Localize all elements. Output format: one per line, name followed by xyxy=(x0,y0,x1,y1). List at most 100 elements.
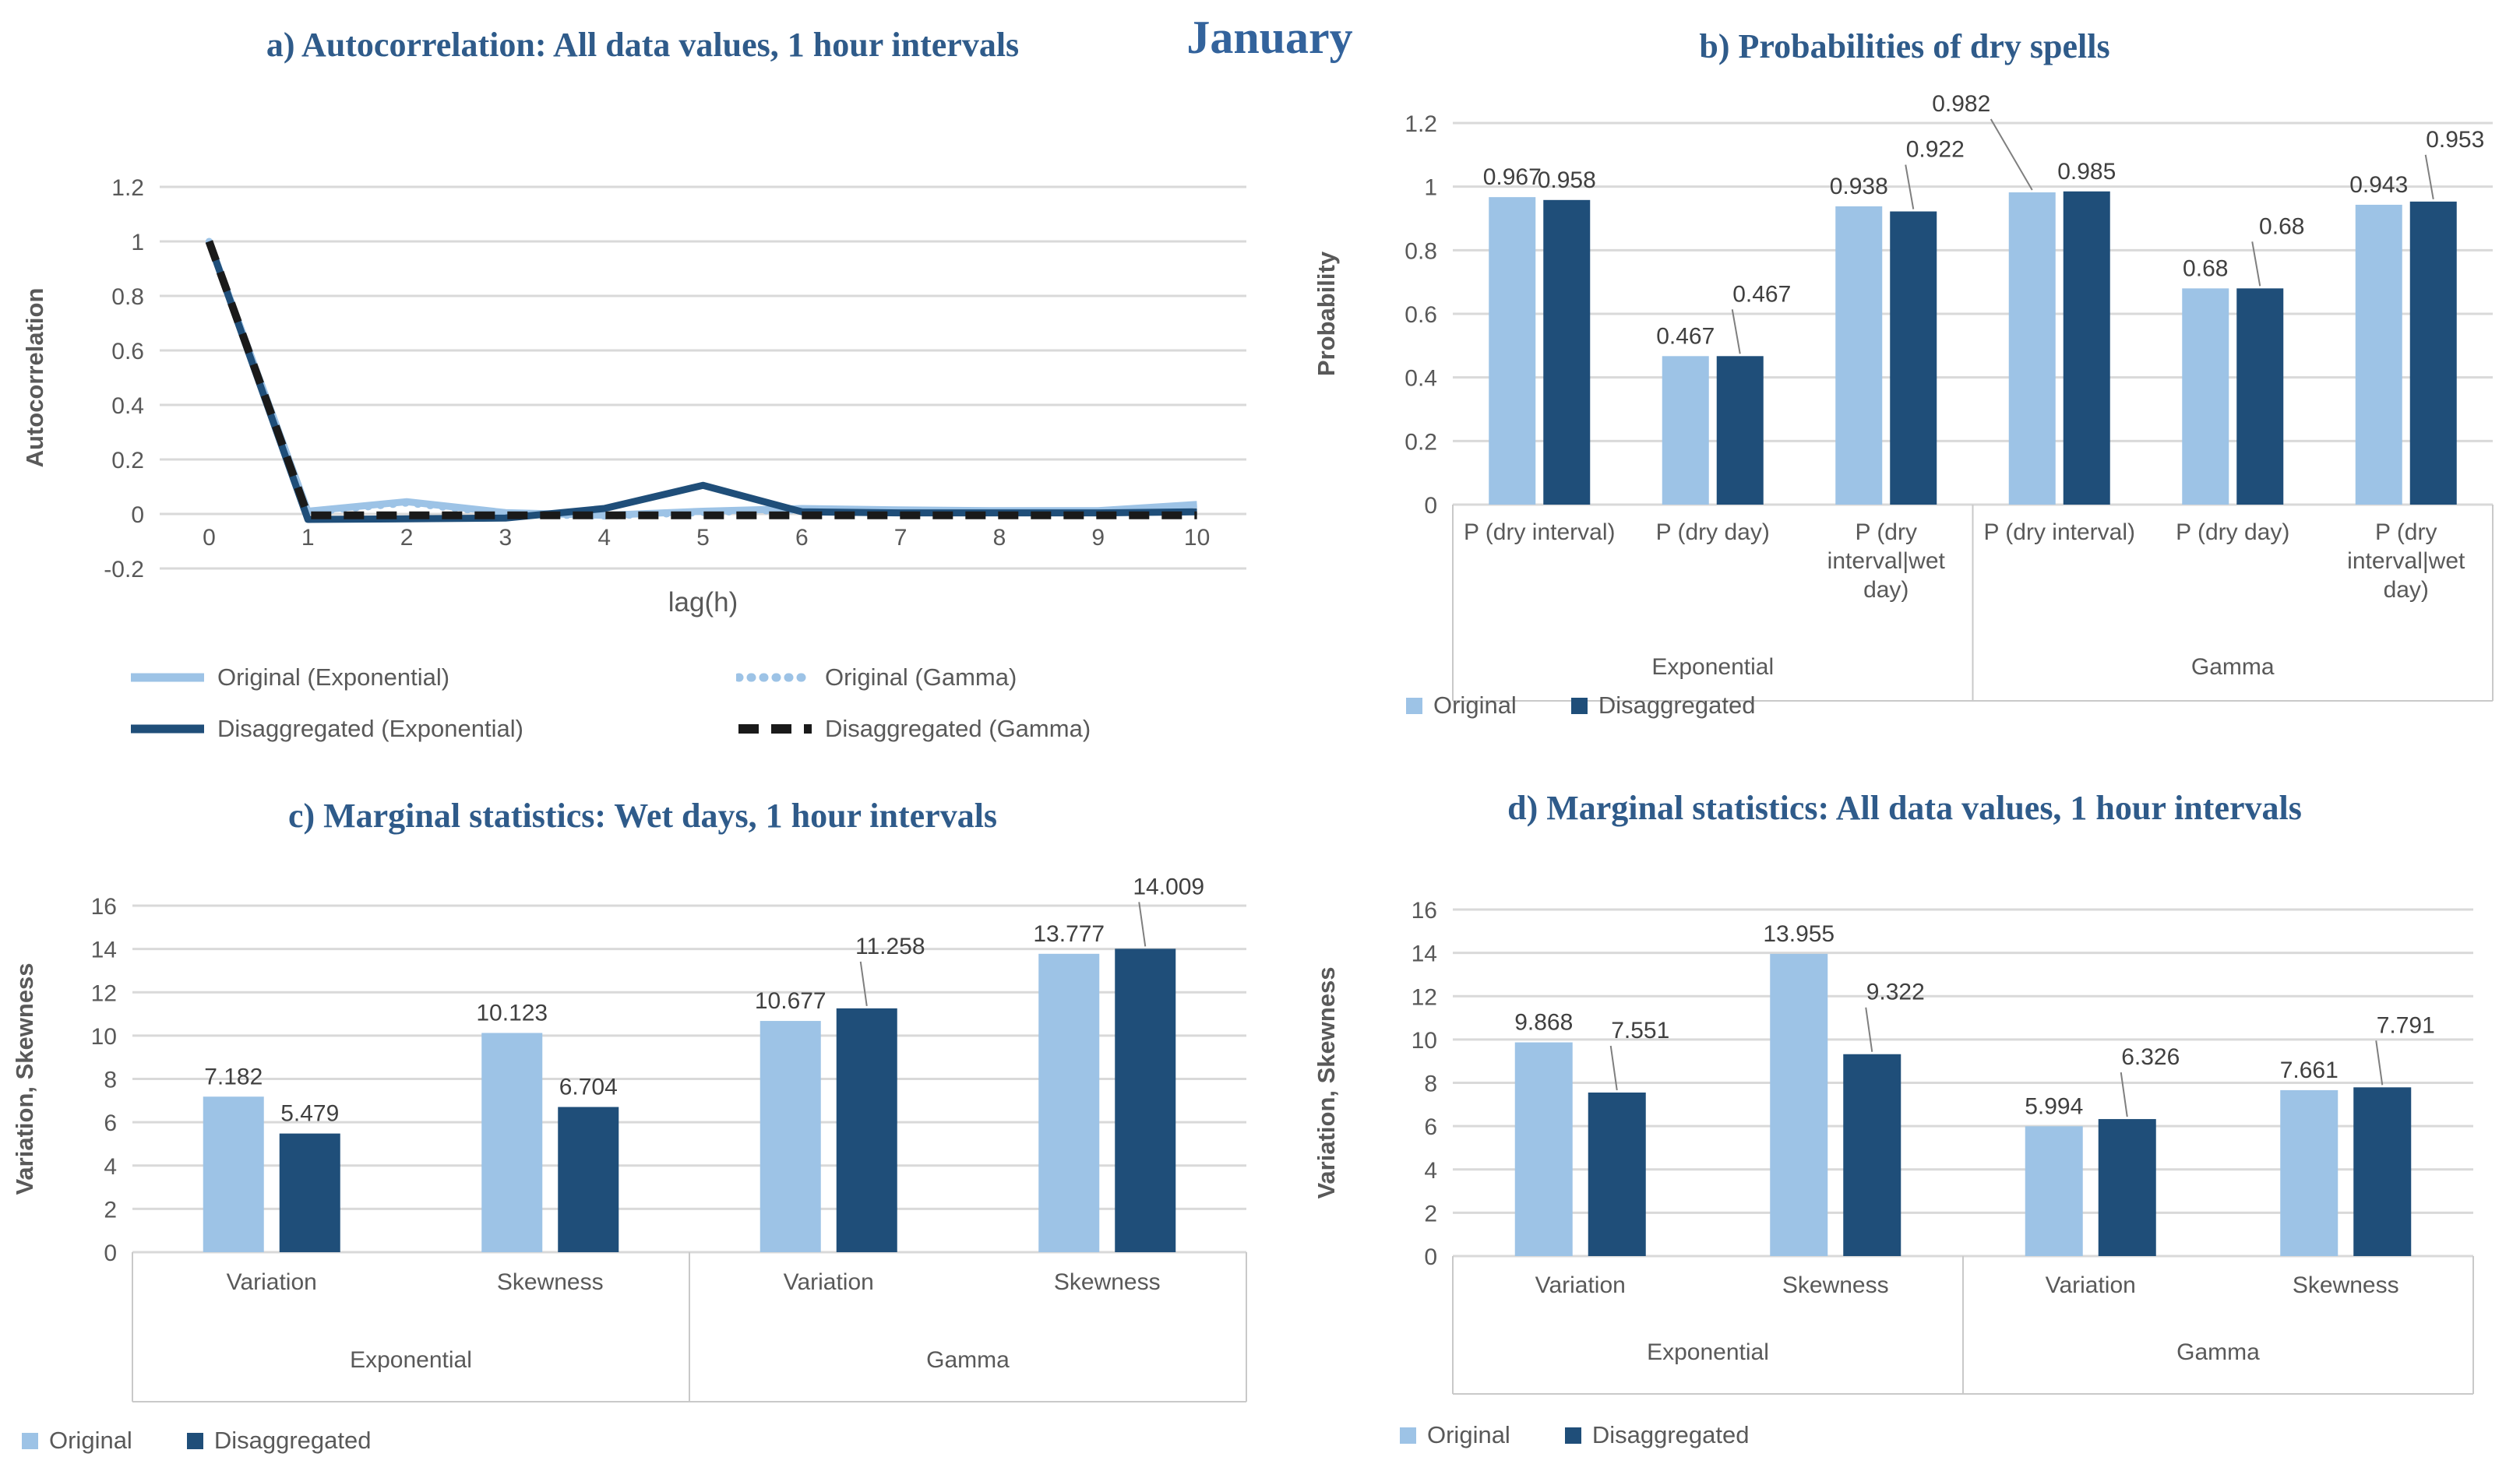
svg-text:1.2: 1.2 xyxy=(1405,111,1437,137)
legend-item-original: Original xyxy=(22,1427,132,1455)
svg-text:5.479: 5.479 xyxy=(280,1101,339,1127)
svg-text:Exponential: Exponential xyxy=(1651,654,1774,680)
legend-label: Original xyxy=(1427,1421,1510,1448)
svg-text:2: 2 xyxy=(104,1197,117,1223)
legend-label: Original xyxy=(49,1427,132,1454)
svg-text:0.467: 0.467 xyxy=(1732,281,1791,307)
svg-text:10: 10 xyxy=(1184,525,1210,551)
svg-text:1: 1 xyxy=(131,230,144,255)
panel-autocorrelation: a) Autocorrelation: All data values, 1 h… xyxy=(0,0,1285,779)
svg-text:7.661: 7.661 xyxy=(2280,1058,2338,1083)
legend-item-disaggregated: Disaggregated xyxy=(1564,1421,1749,1449)
svg-text:10: 10 xyxy=(91,1024,117,1050)
svg-text:7.791: 7.791 xyxy=(2377,1012,2435,1038)
svg-text:0.2: 0.2 xyxy=(1405,429,1437,455)
svg-text:Variation: Variation xyxy=(227,1269,317,1295)
svg-text:9.322: 9.322 xyxy=(1866,980,1925,1005)
svg-text:Variation: Variation xyxy=(2046,1272,2136,1298)
svg-text:0.467: 0.467 xyxy=(1656,323,1715,349)
svg-text:0.68: 0.68 xyxy=(2183,255,2228,281)
svg-text:2: 2 xyxy=(1424,1201,1437,1226)
svg-text:0: 0 xyxy=(104,1241,117,1266)
chart-a-legend: Original (Exponential) Original (Gamma) … xyxy=(129,663,1281,743)
svg-text:4: 4 xyxy=(1424,1158,1437,1184)
svg-text:7: 7 xyxy=(894,525,908,551)
svg-text:0.2: 0.2 xyxy=(111,448,144,473)
svg-text:Gamma: Gamma xyxy=(2176,1339,2260,1365)
legend-item-disaggregated: Disaggregated xyxy=(1570,692,1755,720)
svg-text:6.704: 6.704 xyxy=(559,1075,618,1100)
svg-text:10.123: 10.123 xyxy=(476,1000,548,1026)
chart-b-title: b) Probabilities of dry spells xyxy=(1699,27,2110,65)
svg-text:Skewness: Skewness xyxy=(1782,1272,1889,1298)
svg-text:5: 5 xyxy=(696,525,710,551)
legend-label: Original (Exponential) xyxy=(217,663,450,691)
svg-text:6: 6 xyxy=(795,525,809,551)
svg-text:0.938: 0.938 xyxy=(1830,174,1888,199)
disaggregated-swatch-icon xyxy=(186,1432,203,1449)
svg-text:Variation: Variation xyxy=(784,1269,874,1295)
legend-label: Original xyxy=(1433,692,1517,719)
panel-marginal-all-data: d) Marginal statistics: All data values,… xyxy=(1289,779,2520,1464)
chart-c-legend: Original Disaggregated xyxy=(22,1427,371,1455)
svg-text:6: 6 xyxy=(1424,1114,1437,1140)
svg-text:10.677: 10.677 xyxy=(755,988,826,1014)
svg-text:0.6: 0.6 xyxy=(1405,302,1437,328)
svg-text:P (dry interval): P (dry interval) xyxy=(1983,519,2135,545)
svg-text:2: 2 xyxy=(400,525,414,551)
svg-text:day): day) xyxy=(1863,577,1909,603)
original-swatch-icon xyxy=(1406,697,1422,714)
svg-text:lag(h): lag(h) xyxy=(668,587,738,618)
svg-text:0.922: 0.922 xyxy=(1906,137,1965,163)
legend-item-disaggregated: Disaggregated xyxy=(186,1427,371,1455)
svg-text:0.4: 0.4 xyxy=(111,393,144,419)
svg-text:0.68: 0.68 xyxy=(2259,213,2304,239)
legend-label: Disaggregated (Gamma) xyxy=(825,715,1091,742)
legend-item-disaggregated-exponential: Disaggregated (Exponential) xyxy=(129,715,736,743)
svg-text:Variation, Skewness: Variation, Skewness xyxy=(11,963,38,1195)
svg-text:Skewness: Skewness xyxy=(1054,1269,1161,1295)
svg-text:0.982: 0.982 xyxy=(1932,92,1990,117)
svg-text:0.985: 0.985 xyxy=(2057,159,2116,185)
svg-text:0.953: 0.953 xyxy=(2426,127,2484,153)
svg-text:12: 12 xyxy=(1412,984,1437,1010)
svg-text:0: 0 xyxy=(203,525,216,551)
svg-text:11.258: 11.258 xyxy=(855,934,925,959)
svg-text:6.326: 6.326 xyxy=(2121,1044,2180,1070)
chart-a-title: a) Autocorrelation: All data values, 1 h… xyxy=(266,26,1020,64)
svg-text:Variation, Skewness: Variation, Skewness xyxy=(1313,966,1340,1198)
legend-label: Original (Gamma) xyxy=(825,663,1017,691)
legend-item-original-gamma: Original (Gamma) xyxy=(736,663,1281,692)
svg-text:interval|wet: interval|wet xyxy=(1827,548,1946,574)
svg-text:1: 1 xyxy=(1424,175,1437,201)
svg-text:9: 9 xyxy=(1091,525,1105,551)
svg-text:0.967: 0.967 xyxy=(1483,164,1542,190)
svg-text:0: 0 xyxy=(1424,1244,1437,1270)
svg-text:P (dry interval): P (dry interval) xyxy=(1464,519,1616,545)
original-swatch-icon xyxy=(1400,1427,1416,1444)
svg-text:Gamma: Gamma xyxy=(2191,654,2275,680)
svg-text:1: 1 xyxy=(301,525,315,551)
svg-text:Autocorrelation: Autocorrelation xyxy=(21,288,48,468)
svg-text:interval|wet: interval|wet xyxy=(2347,548,2465,574)
svg-text:day): day) xyxy=(2384,577,2429,603)
svg-text:8: 8 xyxy=(104,1068,117,1093)
svg-text:16: 16 xyxy=(1412,898,1437,924)
legend-item-original-exponential: Original (Exponential) xyxy=(129,663,736,692)
legend-label: Disaggregated (Exponential) xyxy=(217,715,523,742)
svg-text:16: 16 xyxy=(91,894,117,920)
svg-text:8: 8 xyxy=(1424,1072,1437,1097)
svg-text:Exponential: Exponential xyxy=(350,1347,472,1373)
svg-text:5.994: 5.994 xyxy=(2025,1093,2083,1119)
disaggregated-swatch-icon xyxy=(1564,1427,1581,1444)
legend-item-original: Original xyxy=(1400,1421,1510,1449)
panel-marginal-wet-days: c) Marginal statistics: Wet days, 1 hour… xyxy=(0,779,1285,1464)
chart-c-title: c) Marginal statistics: Wet days, 1 hour… xyxy=(287,797,998,835)
legend-item-original: Original xyxy=(1406,692,1517,720)
svg-text:4: 4 xyxy=(597,525,611,551)
figure-title: January xyxy=(1186,12,1353,63)
svg-text:0.943: 0.943 xyxy=(2349,172,2408,198)
chart-b-legend: Original Disaggregated xyxy=(1406,692,1755,720)
chart-d-plot: 0 2 4 6 8 10 12 14 16 Variation, Skewness 9.868 13.… xyxy=(1313,898,2474,1395)
chart-d-legend: Original Disaggregated xyxy=(1400,1421,1749,1449)
